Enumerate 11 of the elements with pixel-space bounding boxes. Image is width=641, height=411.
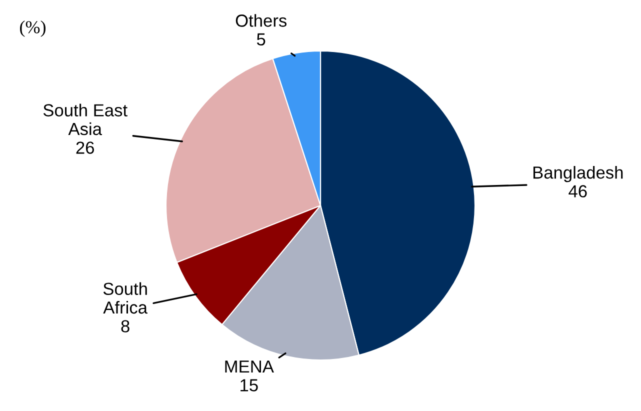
slice-label: Bangladesh	[533, 166, 623, 182]
slice-label: Others	[236, 14, 287, 27]
slice-label: MENA	[225, 360, 274, 373]
data-label: 5	[256, 33, 266, 46]
data-label: 26	[76, 142, 94, 154]
slice-label: South Africa	[103, 282, 148, 314]
data-label: 46	[568, 185, 587, 198]
slice-label: South East Asia	[43, 104, 128, 136]
data-label: 8	[121, 320, 130, 332]
text: (%)	[20, 20, 46, 37]
data-label: 15	[240, 379, 258, 392]
